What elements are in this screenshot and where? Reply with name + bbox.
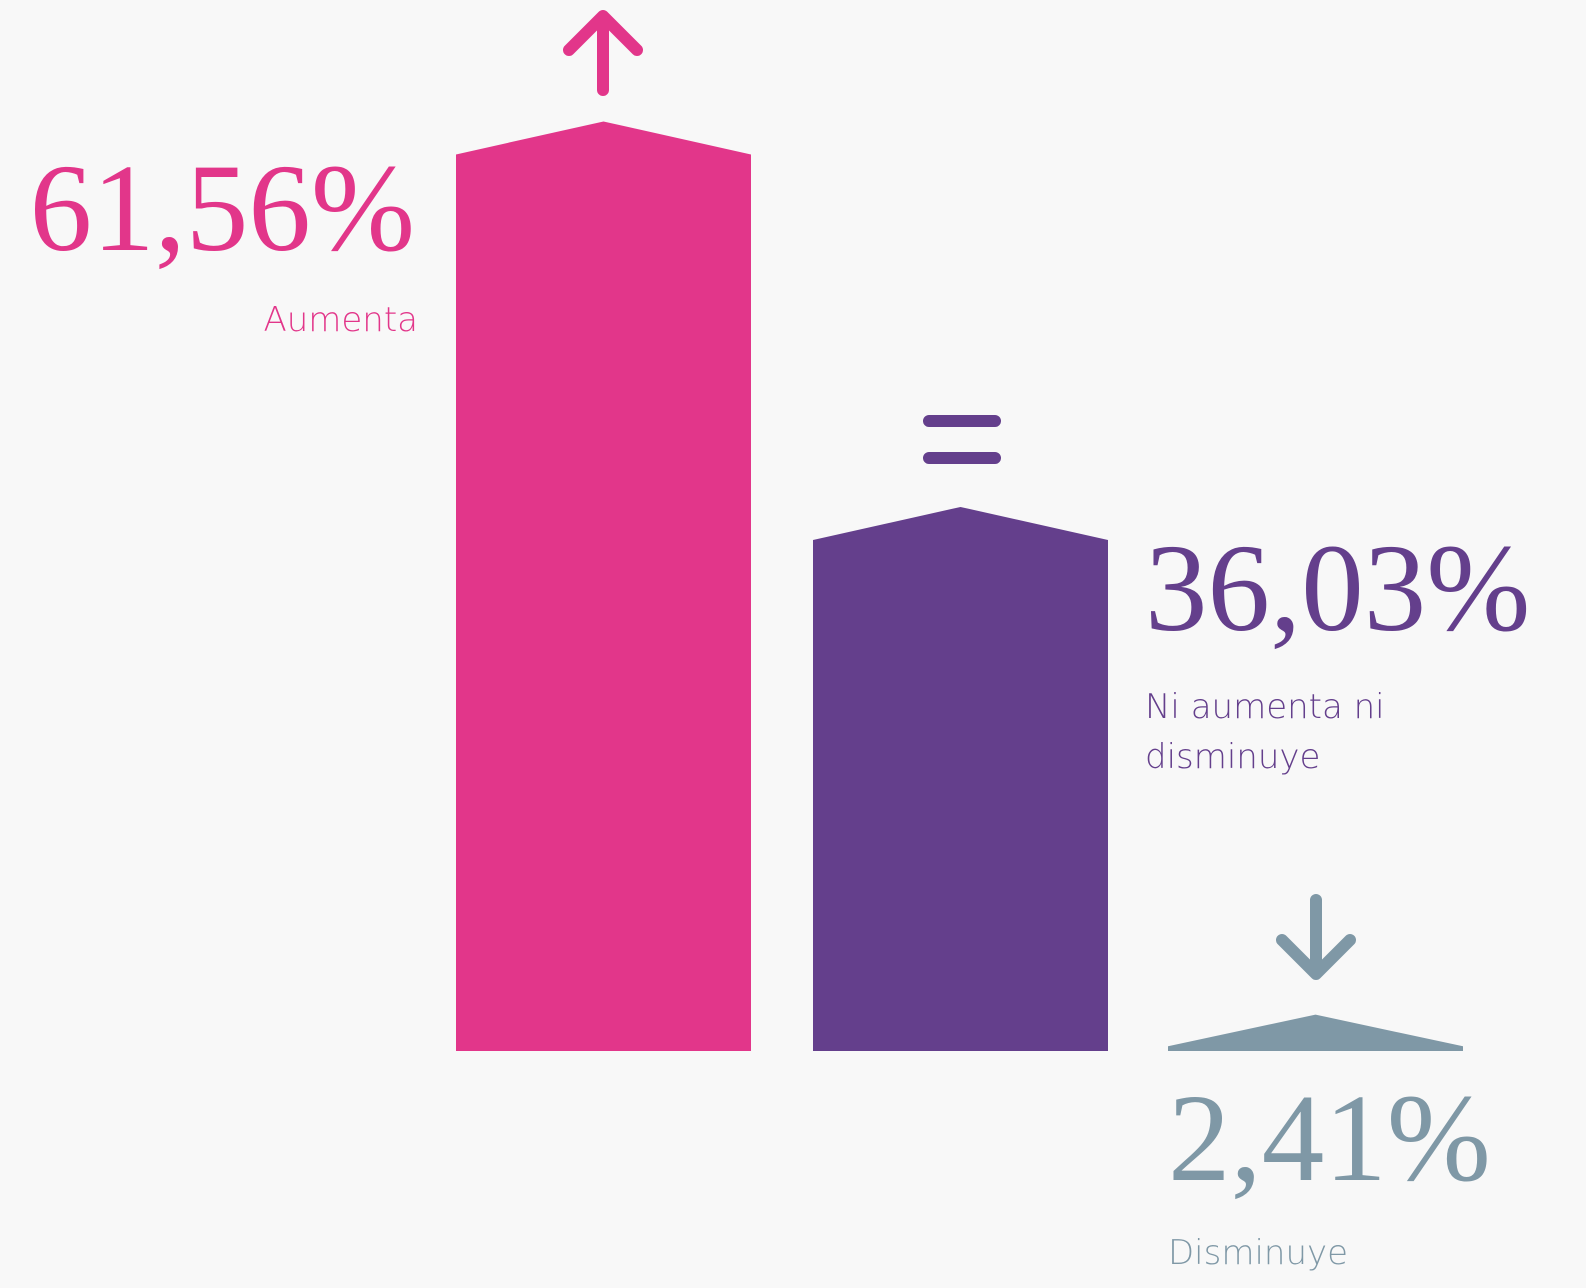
equals-icon bbox=[923, 415, 1001, 464]
value-label: 36,03% bbox=[1145, 520, 1531, 658]
category-label: Ni aumenta ni disminuye bbox=[1145, 687, 1385, 777]
category-label: Disminuye bbox=[1168, 1233, 1349, 1273]
bar bbox=[1168, 1014, 1463, 1051]
bar bbox=[813, 506, 1108, 1051]
category-label: Aumenta bbox=[263, 300, 418, 340]
value-label: 61,56% bbox=[29, 140, 415, 278]
up-arrow-icon bbox=[563, 10, 643, 96]
bar bbox=[456, 121, 751, 1052]
value-label: 2,41% bbox=[1168, 1070, 1491, 1208]
down-arrow-icon bbox=[1276, 894, 1356, 980]
